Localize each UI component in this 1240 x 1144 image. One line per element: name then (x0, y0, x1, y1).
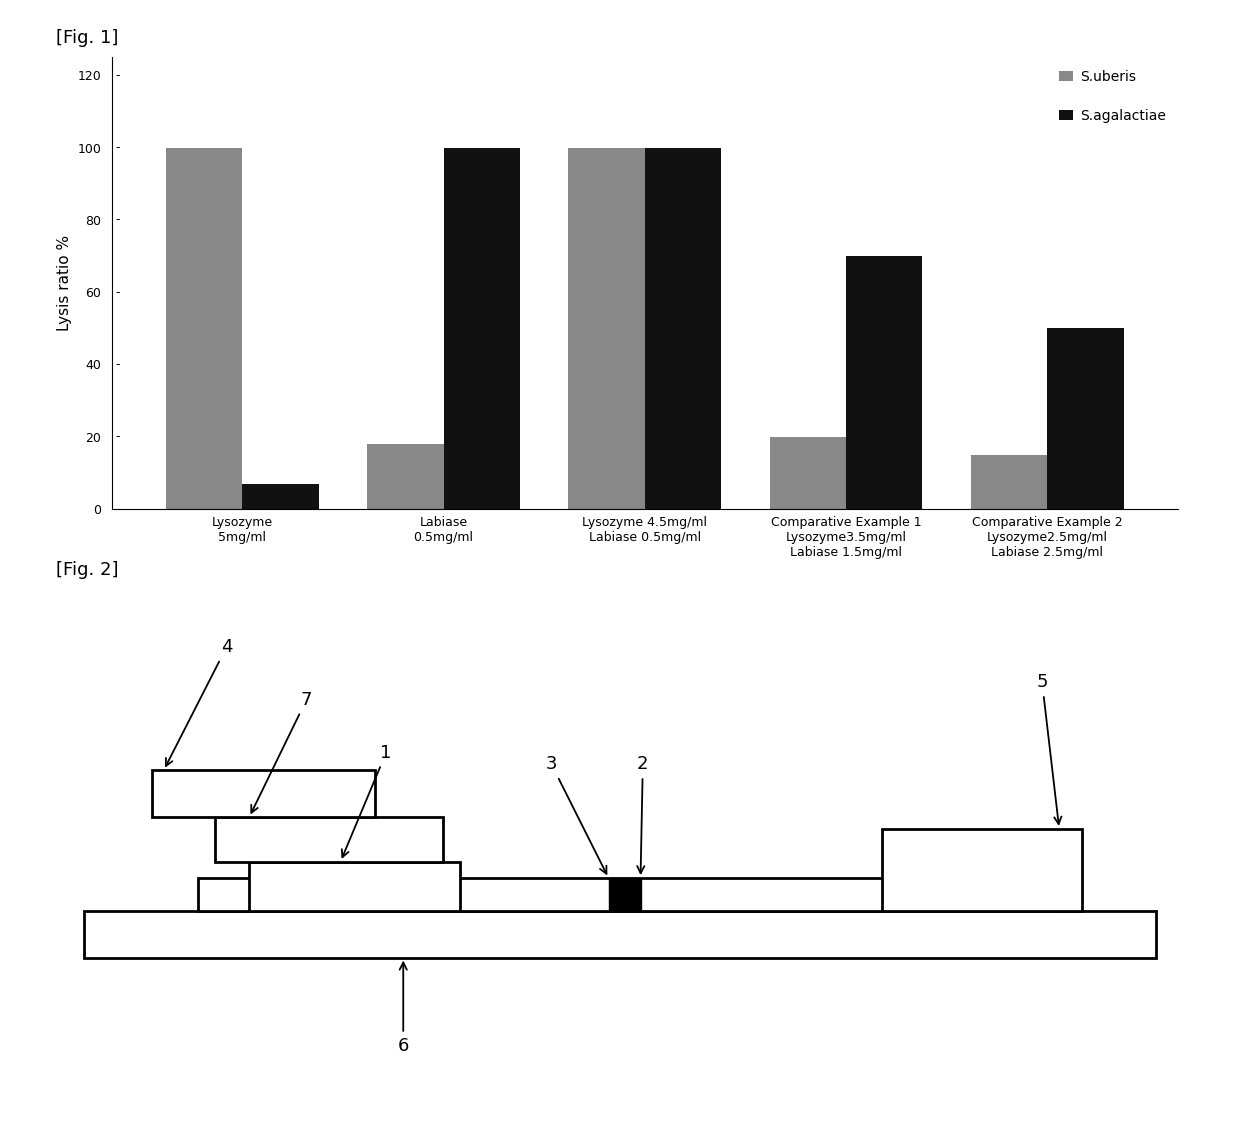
Bar (971, 455, 1048, 509)
Bar (645, 148, 722, 509)
Bar (568, 148, 645, 509)
Bar (153, 770, 374, 817)
Text: [Fig. 2]: [Fig. 2] (56, 561, 118, 579)
Text: -: - (112, 69, 120, 81)
Y-axis label: Lysis ratio %: Lysis ratio % (57, 235, 72, 332)
Text: -: - (112, 358, 120, 371)
Bar (770, 437, 846, 509)
Bar (249, 861, 460, 911)
Text: 4: 4 (166, 638, 232, 766)
Bar (367, 444, 444, 509)
Text: -: - (112, 430, 120, 443)
Bar (1048, 328, 1123, 509)
Legend: S.uberis, S.agalactiae: S.uberis, S.agalactiae (1053, 64, 1171, 128)
Bar (846, 256, 923, 509)
Text: 5: 5 (1037, 674, 1061, 824)
Text: [Fig. 1]: [Fig. 1] (56, 29, 118, 47)
Bar (166, 148, 242, 509)
Text: -: - (112, 214, 120, 227)
Text: -: - (112, 141, 120, 154)
Bar (883, 829, 1083, 911)
Bar (609, 879, 641, 911)
Text: 2: 2 (637, 755, 649, 873)
Text: 7: 7 (252, 691, 312, 813)
Text: 6: 6 (398, 962, 409, 1055)
Bar (444, 148, 520, 509)
Text: 1: 1 (342, 744, 392, 857)
Text: 3: 3 (546, 755, 606, 874)
Text: -: - (112, 286, 120, 299)
Bar (215, 817, 443, 861)
Bar (198, 879, 1054, 911)
Bar (242, 484, 319, 509)
Text: -: - (112, 502, 120, 516)
Bar (84, 911, 1156, 958)
